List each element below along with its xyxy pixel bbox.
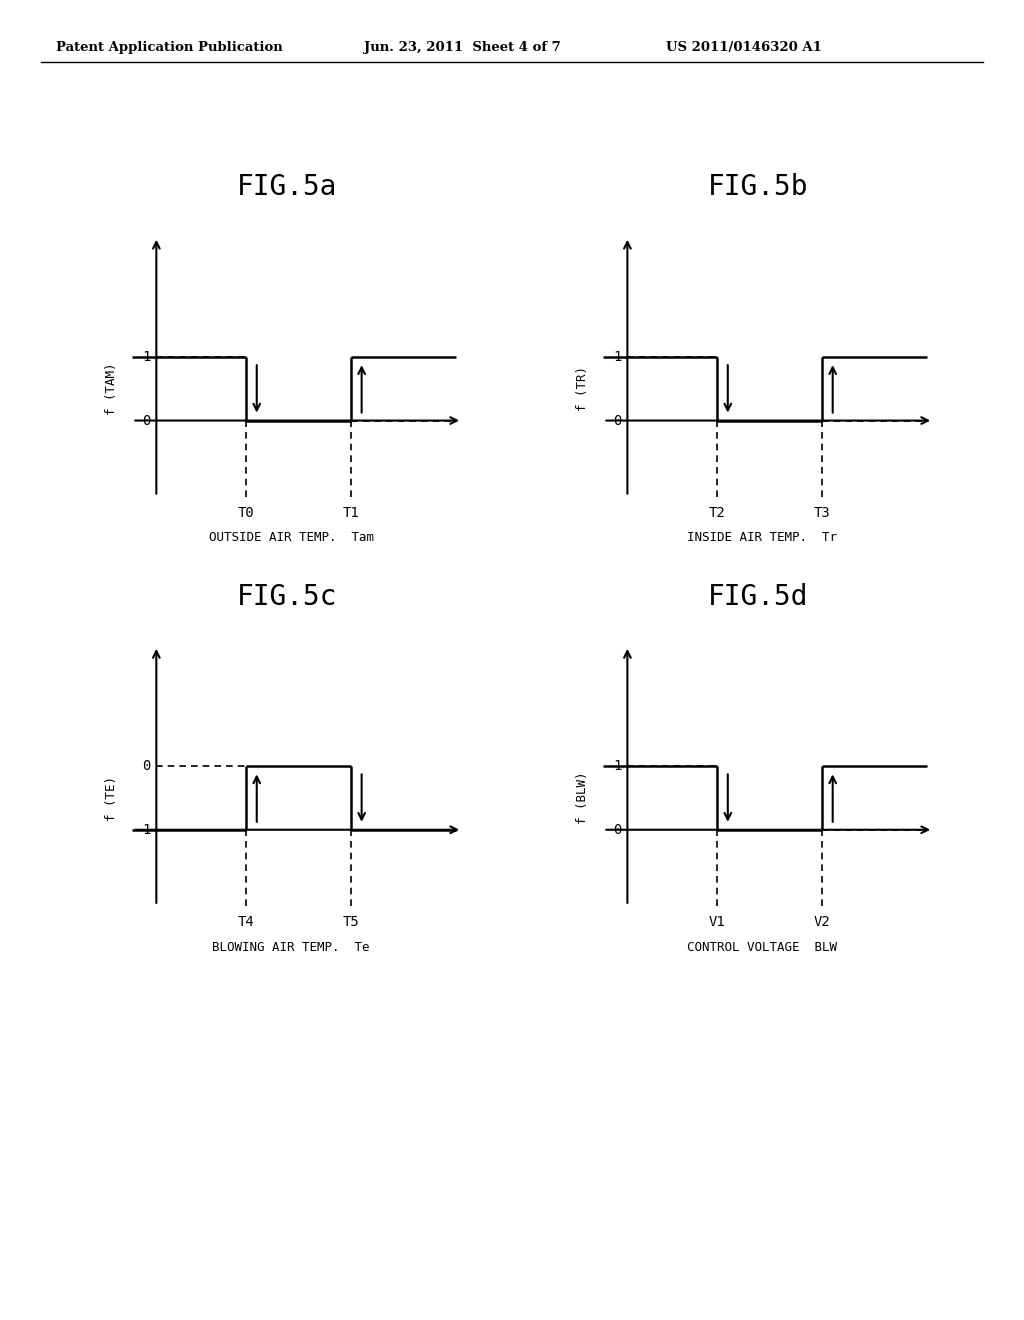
Text: INSIDE AIR TEMP.  Tr: INSIDE AIR TEMP. Tr <box>687 532 838 544</box>
Text: FIG.5a: FIG.5a <box>237 173 337 202</box>
Text: 1: 1 <box>613 350 622 364</box>
Text: US 2011/0146320 A1: US 2011/0146320 A1 <box>666 41 821 54</box>
Text: 0: 0 <box>142 759 151 774</box>
Text: 1: 1 <box>142 822 151 837</box>
Text: CONTROL VOLTAGE  BLW: CONTROL VOLTAGE BLW <box>687 941 838 953</box>
Text: OUTSIDE AIR TEMP.  Tam: OUTSIDE AIR TEMP. Tam <box>209 532 374 544</box>
Text: 0: 0 <box>613 822 622 837</box>
Text: FIG.5b: FIG.5b <box>708 173 808 202</box>
Text: Jun. 23, 2011  Sheet 4 of 7: Jun. 23, 2011 Sheet 4 of 7 <box>364 41 560 54</box>
Text: T2: T2 <box>709 506 726 520</box>
Text: T3: T3 <box>814 506 830 520</box>
Text: 1: 1 <box>142 350 151 364</box>
Text: f (TE): f (TE) <box>104 776 118 821</box>
Text: FIG.5c: FIG.5c <box>237 582 337 611</box>
Text: f (TR): f (TR) <box>575 367 589 412</box>
Text: FIG.5d: FIG.5d <box>708 582 808 611</box>
Text: V2: V2 <box>814 915 830 929</box>
Text: T1: T1 <box>343 506 359 520</box>
Text: 0: 0 <box>613 413 622 428</box>
Text: BLOWING AIR TEMP.  Te: BLOWING AIR TEMP. Te <box>212 941 370 953</box>
Text: T0: T0 <box>238 506 255 520</box>
Text: Patent Application Publication: Patent Application Publication <box>56 41 283 54</box>
Text: f (BLW): f (BLW) <box>575 772 589 824</box>
Text: T5: T5 <box>343 915 359 929</box>
Text: 1: 1 <box>613 759 622 774</box>
Text: f (TAM): f (TAM) <box>104 363 118 414</box>
Text: 0: 0 <box>142 413 151 428</box>
Text: V1: V1 <box>709 915 726 929</box>
Text: T4: T4 <box>238 915 255 929</box>
